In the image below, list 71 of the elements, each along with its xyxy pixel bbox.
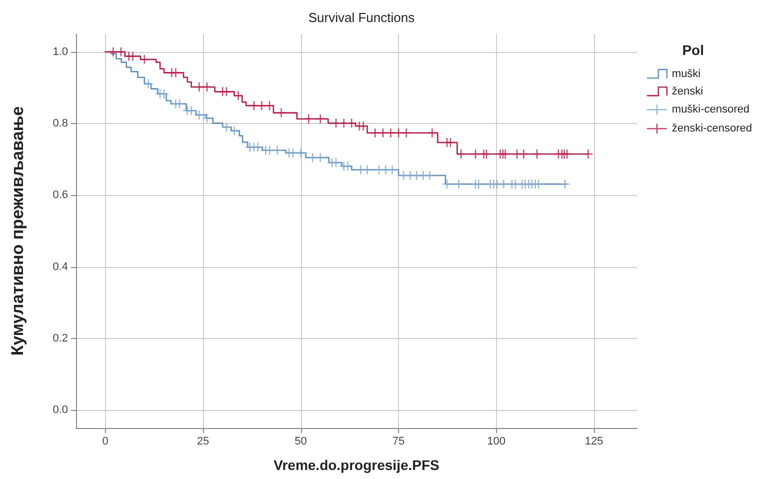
point	[307, 152, 318, 163]
point	[338, 118, 349, 128]
point	[533, 178, 544, 190]
point	[583, 148, 594, 160]
point	[424, 170, 435, 181]
point	[470, 148, 481, 160]
x-tick-label: 25	[196, 436, 210, 448]
point	[202, 82, 212, 92]
point	[562, 148, 572, 160]
y-tick-label: 1.0	[52, 46, 68, 58]
point	[346, 118, 357, 128]
x-tick-label: 100	[487, 436, 506, 448]
point	[256, 100, 267, 111]
legend-title: Pol	[682, 42, 704, 58]
y-tick-label: 0.0	[52, 404, 68, 416]
legend-label: muški-censored	[672, 104, 750, 116]
point	[398, 170, 409, 181]
legend-label: ženski	[672, 85, 704, 98]
point	[128, 51, 138, 62]
point	[143, 78, 154, 89]
point	[401, 128, 412, 138]
point	[427, 128, 438, 138]
point	[456, 148, 466, 160]
legend-label: ženski-censored	[672, 122, 752, 135]
point	[378, 128, 388, 138]
point	[315, 152, 326, 163]
point	[194, 110, 204, 120]
point	[276, 108, 286, 118]
x-axis-title: Vreme.do.progresije.PFS	[274, 457, 440, 473]
point	[481, 148, 492, 160]
point	[248, 100, 259, 111]
point	[139, 54, 150, 65]
point	[330, 118, 342, 128]
x-tick-label: 125	[584, 436, 604, 448]
x-tick-label: 0	[102, 436, 108, 448]
y-tick-label: 0.8	[52, 118, 68, 130]
point	[108, 46, 118, 58]
point	[442, 178, 452, 190]
point	[370, 128, 380, 138]
point	[500, 148, 510, 160]
point	[296, 148, 306, 158]
point	[393, 128, 404, 138]
point	[304, 114, 314, 124]
legend-label: muški	[672, 68, 701, 80]
point	[474, 178, 484, 190]
y-tick-label: 0.2	[52, 332, 68, 344]
point	[560, 178, 570, 190]
point	[445, 137, 456, 148]
point	[116, 46, 126, 58]
point	[454, 178, 464, 190]
x-tick-label: 75	[392, 436, 405, 448]
point	[170, 68, 181, 78]
point	[315, 114, 326, 124]
point	[272, 145, 282, 156]
point	[518, 148, 529, 160]
point	[229, 126, 240, 136]
y-axis-title: Кумулативно преживљавање	[8, 106, 27, 356]
point	[418, 170, 428, 181]
point	[202, 113, 212, 124]
y-tick-label: 0.6	[52, 189, 68, 202]
point	[233, 90, 244, 101]
point	[221, 122, 232, 132]
point	[386, 128, 396, 138]
chart-title: Survival Functions	[308, 10, 416, 25]
point	[194, 82, 204, 92]
x-tick-label: 50	[294, 436, 307, 448]
point	[498, 178, 509, 190]
y-tick-label: 0.4	[52, 260, 68, 273]
point	[174, 98, 185, 109]
point	[532, 148, 542, 160]
point	[264, 100, 275, 111]
